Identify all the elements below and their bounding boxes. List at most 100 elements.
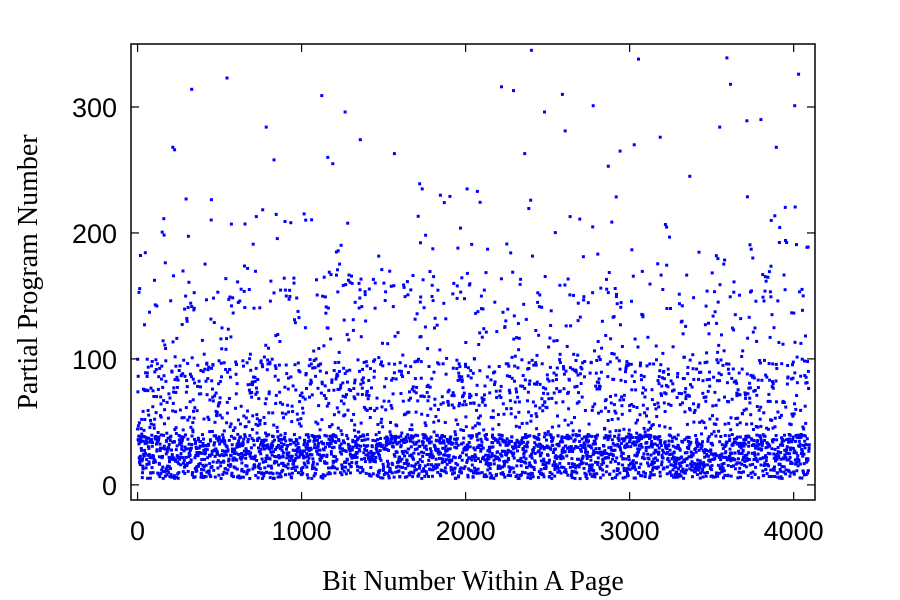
data-point	[711, 443, 715, 447]
data-point	[275, 455, 278, 459]
data-point	[423, 464, 427, 468]
data-point	[392, 371, 396, 375]
data-point	[800, 476, 804, 480]
data-point	[332, 388, 336, 392]
data-point	[717, 343, 721, 347]
data-point	[595, 359, 599, 362]
data-point	[637, 470, 641, 474]
data-point	[510, 439, 513, 443]
data-point	[459, 466, 463, 470]
data-point	[153, 417, 157, 421]
data-point	[554, 401, 558, 405]
data-point	[274, 212, 278, 216]
data-point	[565, 433, 569, 437]
data-point	[600, 450, 604, 454]
data-point	[284, 412, 288, 416]
data-point	[470, 242, 474, 246]
data-point	[298, 394, 302, 397]
data-point	[498, 394, 502, 398]
data-point	[717, 471, 721, 475]
data-point	[744, 407, 748, 411]
data-point	[193, 406, 197, 410]
data-point	[562, 365, 565, 369]
data-point	[274, 402, 278, 405]
data-point	[502, 412, 506, 416]
data-point	[283, 288, 287, 292]
data-point	[183, 471, 187, 475]
data-point	[238, 422, 242, 426]
data-point	[217, 382, 221, 386]
data-point	[461, 386, 465, 390]
data-point	[793, 449, 797, 453]
data-point	[422, 467, 425, 471]
data-point	[633, 370, 637, 374]
data-point	[248, 434, 252, 438]
data-point	[383, 471, 387, 475]
data-point	[164, 379, 168, 383]
data-point	[525, 445, 529, 449]
data-point	[618, 367, 622, 371]
data-point	[277, 439, 281, 443]
data-point	[578, 315, 582, 319]
data-point	[518, 425, 522, 429]
data-point	[315, 449, 319, 453]
data-point	[468, 456, 472, 460]
data-point	[313, 366, 317, 370]
data-point	[279, 441, 283, 445]
data-point	[343, 413, 347, 417]
data-point	[667, 372, 670, 376]
data-point	[317, 404, 321, 408]
data-point	[194, 439, 198, 443]
data-point	[493, 370, 497, 374]
data-point	[206, 415, 210, 419]
data-point	[328, 434, 332, 438]
data-point	[530, 452, 534, 456]
data-point	[739, 475, 742, 479]
data-point	[586, 454, 590, 458]
data-point	[199, 385, 202, 389]
data-point	[334, 435, 338, 439]
data-point	[641, 386, 645, 390]
data-point	[583, 375, 586, 379]
data-point	[393, 440, 397, 444]
data-point	[535, 415, 539, 419]
data-point	[436, 447, 440, 451]
data-point	[742, 408, 746, 412]
data-point	[362, 360, 366, 364]
data-point	[396, 331, 400, 335]
data-point	[210, 366, 213, 370]
data-point	[305, 387, 308, 390]
data-point	[594, 447, 598, 451]
data-point	[756, 378, 760, 382]
data-point	[169, 434, 173, 438]
data-point	[720, 333, 723, 337]
data-point	[343, 372, 347, 375]
data-point	[799, 435, 803, 439]
data-point	[514, 387, 518, 391]
data-point	[783, 453, 787, 457]
data-point	[363, 460, 367, 464]
data-point	[570, 462, 574, 466]
data-point	[179, 452, 183, 456]
data-point	[226, 468, 230, 472]
data-point	[235, 363, 238, 366]
data-point	[392, 453, 396, 457]
data-point	[234, 406, 237, 410]
data-point	[765, 472, 769, 476]
data-point	[793, 371, 797, 375]
data-point	[752, 428, 755, 431]
data-point	[803, 404, 807, 408]
data-point	[261, 208, 265, 212]
data-point	[706, 454, 710, 458]
data-point	[734, 379, 738, 383]
data-point	[749, 471, 753, 475]
data-point	[619, 454, 623, 458]
data-point	[264, 343, 268, 347]
data-point	[229, 335, 233, 339]
data-point	[145, 371, 149, 375]
data-point	[153, 370, 157, 374]
data-point	[149, 418, 152, 422]
data-point	[563, 283, 567, 287]
data-point	[165, 450, 169, 454]
data-point	[508, 470, 512, 474]
